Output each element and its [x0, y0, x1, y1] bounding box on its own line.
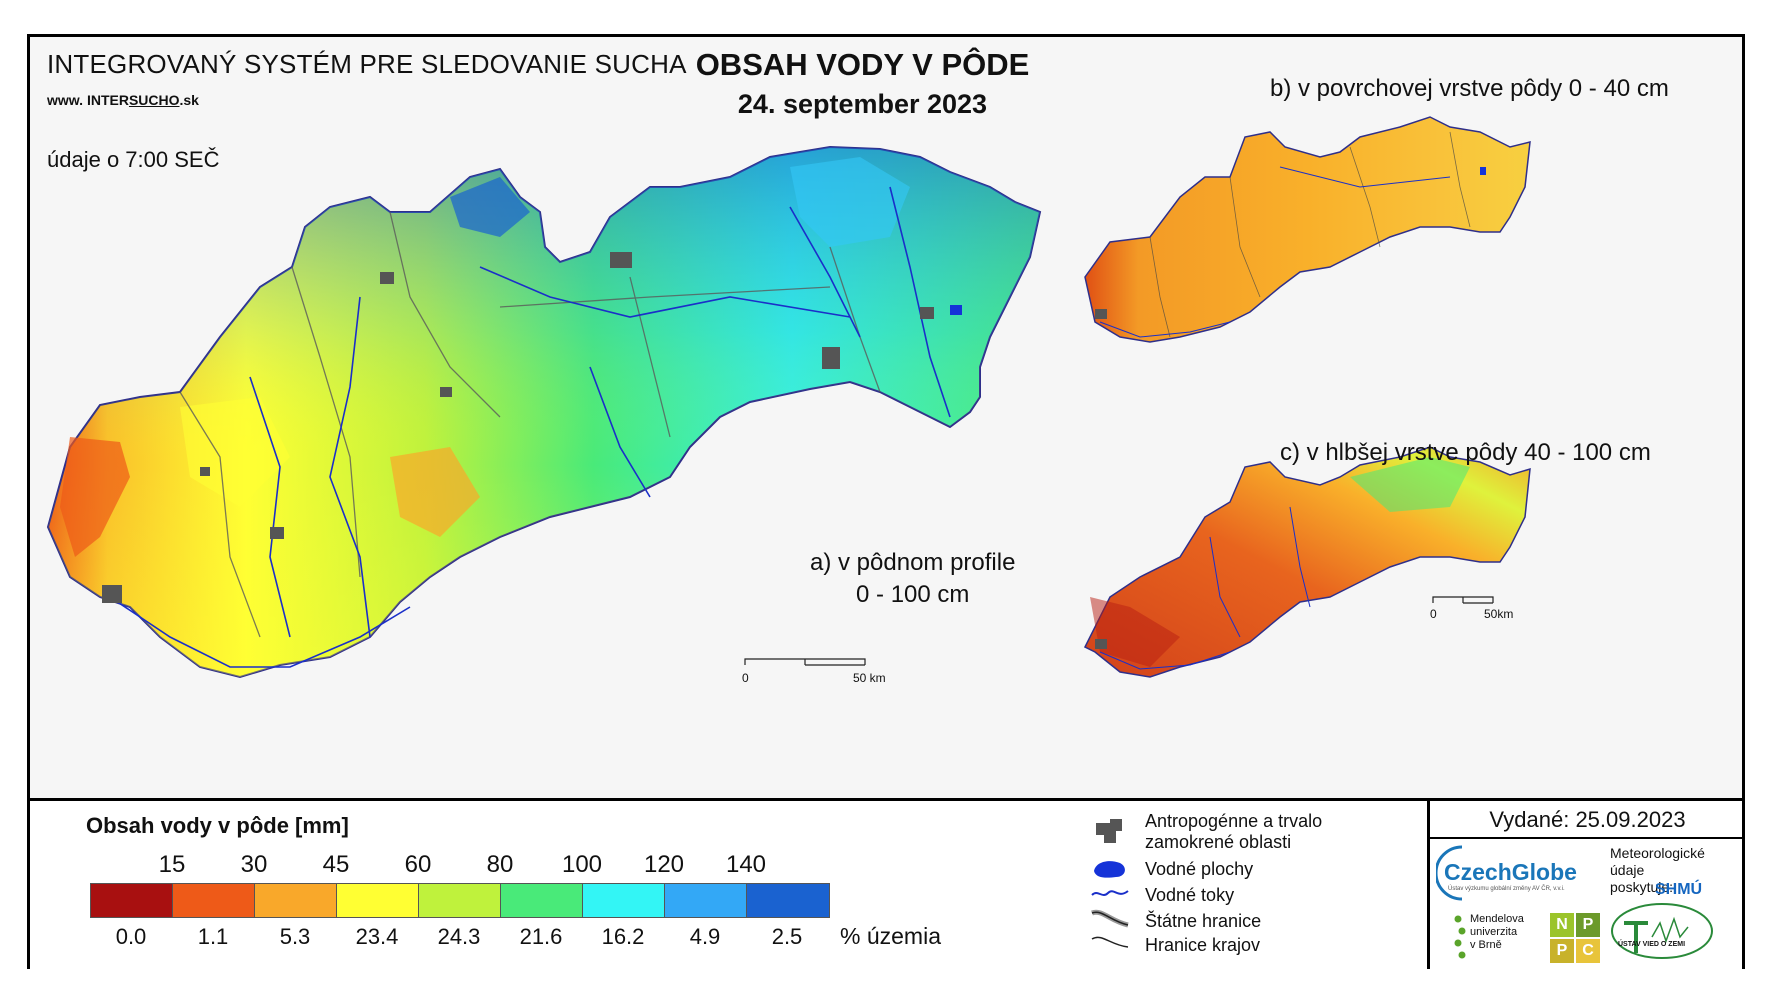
- map-a-label: a) v pôdnom profile 0 - 100 cm: [810, 547, 1015, 611]
- website-url[interactable]: www. INTERSUCHO.sk: [47, 92, 199, 108]
- legend-threshold: 140: [725, 851, 767, 878]
- issued-box: Vydané: 25.09.2023 CzechGlobe Ústav výzk…: [1427, 801, 1745, 969]
- legend-percent: 21.6: [519, 924, 563, 949]
- region-border-icon: [1091, 936, 1129, 948]
- anthropogenic-label-line1: Antropogénne a trvalo: [1145, 811, 1323, 831]
- legend-color-swatch: [91, 884, 173, 917]
- water-stream-icon: [1091, 890, 1129, 896]
- url-sucho: SUCHO: [128, 92, 180, 108]
- legend-percent: 0.0: [115, 924, 147, 949]
- scale-small-zero: 0: [1430, 607, 1437, 621]
- issued-divider: [1430, 837, 1745, 839]
- legend-color-swatch: [173, 884, 255, 917]
- shmu-logo: SHMÚ: [1655, 881, 1703, 898]
- map-c-label: c) v hlbšej vrstve pôdy 40 - 100 cm: [1280, 439, 1651, 466]
- npc-letter: N: [1550, 913, 1574, 937]
- scale-main-end: 50 km: [853, 671, 886, 685]
- legend-threshold: 30: [240, 851, 268, 878]
- map-date: 24. september 2023: [737, 89, 988, 119]
- map-b-label: b) v povrchovej vrstve pôdy 0 - 40 cm: [1270, 75, 1669, 102]
- issued-date: Vydané: 25.09.2023: [1489, 807, 1686, 832]
- legend-color-bar: [90, 883, 830, 918]
- url-inter: INTER: [86, 92, 129, 108]
- scale-main-zero: 0: [742, 671, 749, 685]
- state-border-icon: [1091, 909, 1129, 928]
- region-border-label: Hranice krajov: [1145, 935, 1261, 955]
- meteo-line3: poskytuje:: [1610, 879, 1674, 895]
- scale-small-end: 50km: [1484, 607, 1514, 621]
- legend-percent: 23.4: [355, 924, 399, 949]
- mendel-line2: univerzita: [1470, 926, 1518, 938]
- map-a-label-line1: a) v pôdnom profile: [810, 549, 1016, 576]
- legend-percent: 2.5: [771, 924, 803, 949]
- uvz-logo-text: ÚSTAV VIED O ZEMI: [1618, 941, 1686, 948]
- scale-bar-small: [1432, 596, 1494, 604]
- legend-threshold: 100: [561, 851, 603, 878]
- url-prefix: www.: [47, 92, 87, 108]
- page-title: OBSAH VODY V PÔDE: [695, 47, 1030, 82]
- legend-color-swatch: [337, 884, 419, 917]
- czechglobe-logo: CzechGlobe: [1444, 859, 1577, 885]
- bottom-panel: Obsah vody v pôde [mm] 15 30 45 60 80 10…: [30, 798, 1745, 969]
- meteo-line2: údaje: [1610, 862, 1645, 878]
- legend-percent: 5.3: [279, 924, 311, 949]
- legend-percent: 24.3: [437, 924, 481, 949]
- legend-percent: 1.1: [197, 924, 229, 949]
- map-frame: INTEGROVANÝ SYSTÉM PRE SLEDOVANIE SUCHA …: [27, 34, 1745, 969]
- map-a-label-line2: 0 - 100 cm: [856, 581, 970, 608]
- legend-threshold: 15: [158, 851, 186, 878]
- legend-color-swatch: [747, 884, 829, 917]
- water-bodies-label: Vodné plochy: [1145, 859, 1254, 879]
- anthropogenic-area-icon: [1096, 819, 1122, 843]
- url-suffix: .sk: [179, 92, 199, 108]
- czechglobe-subtitle: Ústav výzkumu globální změny AV ČR, v.v.…: [1448, 886, 1565, 892]
- water-streams-label: Vodné toky: [1145, 885, 1235, 905]
- map-b: [1084, 116, 1531, 343]
- system-title: INTEGROVANÝ SYSTÉM PRE SLEDOVANIE SUCHA: [47, 49, 687, 79]
- czechglobe-arc-icon: [1436, 845, 1463, 901]
- legend-color-swatch: [419, 884, 501, 917]
- npc-letter: P: [1550, 939, 1574, 963]
- map-c: [1083, 446, 1531, 678]
- legend-threshold: 45: [322, 851, 350, 878]
- mendel-line1: Mendelova: [1470, 913, 1524, 925]
- legend-color-swatch: [255, 884, 337, 917]
- legend-color-swatch: [501, 884, 583, 917]
- npc-letter: C: [1576, 939, 1600, 963]
- legend-color-swatch: [665, 884, 747, 917]
- mendel-logo: Mendelova univerzita v Brně: [1470, 913, 1524, 952]
- scale-bar-main: [744, 658, 866, 666]
- legend-percent: 4.9: [689, 924, 721, 949]
- maps-svg: [46, 116, 1531, 679]
- npc-logo: N P P C: [1550, 913, 1600, 963]
- observation-time: údaje o 7:00 SEČ: [47, 147, 220, 172]
- meteo-provider-label: Meteorologické údaje poskytuje:: [1610, 845, 1705, 896]
- legend-title: Obsah vody v pôde [mm]: [86, 813, 349, 838]
- map-area: INTEGROVANÝ SYSTÉM PRE SLEDOVANIE SUCHA …: [30, 37, 1742, 798]
- legend-color-swatch: [583, 884, 665, 917]
- water-body-icon: [1094, 861, 1125, 878]
- mendel-line3: v Brně: [1470, 939, 1502, 951]
- uvz-logo-icon: [1611, 903, 1713, 959]
- anthropogenic-label-line2: zamokrené oblasti: [1145, 832, 1292, 852]
- percent-area-label: % územia: [840, 923, 941, 949]
- legend-percent: 16.2: [601, 924, 645, 949]
- state-border-label: Štátne hranice: [1145, 911, 1262, 931]
- meteo-line1: Meteorologické: [1610, 845, 1705, 861]
- legend-threshold: 120: [643, 851, 685, 878]
- mendel-dots-icon: [1454, 915, 1466, 959]
- npc-letter: P: [1576, 913, 1600, 937]
- map-a: [46, 145, 1042, 679]
- legend-threshold: 80: [486, 851, 514, 878]
- legend-threshold: 60: [404, 851, 432, 878]
